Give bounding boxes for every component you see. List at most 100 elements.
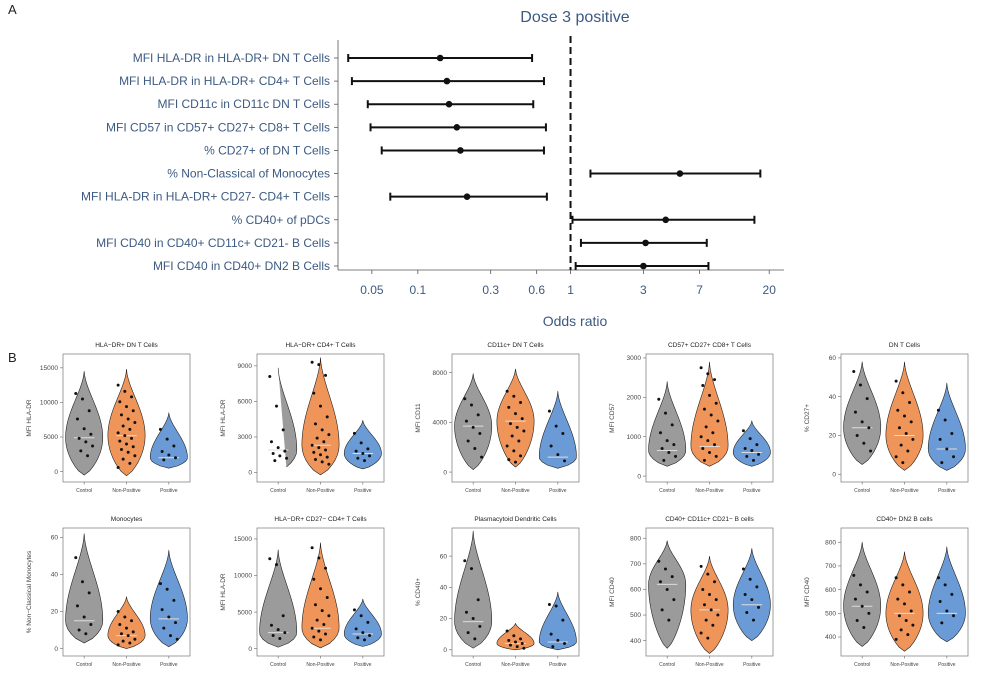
violin-data-point <box>699 435 703 439</box>
violin-data-point <box>699 366 703 370</box>
violin-data-point <box>268 375 272 379</box>
violin-data-point <box>116 383 120 387</box>
violin-data-point <box>903 602 906 606</box>
violin-data-point <box>894 637 898 641</box>
violin-category-label: Positive <box>938 488 956 494</box>
violin-data-point <box>463 559 467 563</box>
violin-y-axis-label: MFI HLA-DR <box>220 573 227 611</box>
violin-data-point <box>368 454 372 458</box>
violin-y-axis-label: MFI CD11 <box>415 403 422 433</box>
violin-non-positive <box>690 361 729 467</box>
violin-data-point <box>75 417 79 421</box>
violin-data-point <box>123 389 127 393</box>
violin-data-point <box>706 636 710 640</box>
violin-data-point <box>273 459 277 463</box>
violin-data-point <box>549 632 553 636</box>
violin-category-label: Positive <box>938 662 956 668</box>
violin-data-point <box>169 634 173 638</box>
violin-data-point <box>940 461 944 465</box>
violin-data-point <box>361 452 365 456</box>
violin-data-point <box>319 638 322 642</box>
violin-y-tick-label: 0 <box>832 471 836 478</box>
violin-data-point <box>706 572 710 576</box>
violin-data-point <box>119 447 123 451</box>
violin-data-point <box>563 642 567 646</box>
violin-y-tick-label: 15000 <box>40 365 58 372</box>
violin-data-point <box>709 608 713 612</box>
violin-panel: CD11c+ DN T Cells 0 4000 8000 MFI CD11 Contro… <box>415 342 580 494</box>
violin-panel: Monocytes 0 20 40 60 % Non−Classical Monocyte… <box>26 516 191 668</box>
forest-row: % CD40+ of pDCs <box>232 213 756 227</box>
violin-data-point <box>701 447 705 451</box>
violin-data-point <box>714 454 718 458</box>
violin-data-point <box>869 449 873 453</box>
violin-data-point <box>520 417 524 421</box>
violin-data-point <box>853 597 857 601</box>
violin-y-axis-label: MFI HLA-DR <box>220 399 227 437</box>
violin-data-point <box>325 455 329 459</box>
violin-data-point <box>522 646 526 650</box>
violin-data-point <box>708 450 711 454</box>
forest-row-label: MFI CD40 in CD40+ CD11c+ CD21- B Cells <box>96 236 330 250</box>
violin-panel: CD40+ DN2 B cells 400 500 600 700 800 MFI CD40… <box>804 516 969 668</box>
violin-non-positive <box>301 542 340 649</box>
violin-data-point <box>741 429 745 433</box>
violin-data-point <box>315 618 319 622</box>
violin-data-point <box>519 400 523 404</box>
violin-y-tick-label: 5000 <box>238 609 253 616</box>
violin-y-tick-label: 10000 <box>234 573 252 580</box>
violin-data-point <box>514 460 517 464</box>
violin-data-point <box>285 456 289 460</box>
violin-control <box>259 549 298 648</box>
violin-data-point <box>165 437 169 441</box>
violin-data-point <box>936 576 940 580</box>
violin-data-point <box>366 620 370 624</box>
violin-data-point <box>130 436 134 440</box>
violin-data-point <box>469 403 473 407</box>
violin-data-point <box>702 407 706 411</box>
violin-panel-title: CD40+ DN2 B cells <box>876 516 933 523</box>
violin-data-point <box>938 437 942 441</box>
violin-data-point <box>663 567 667 571</box>
violin-data-point <box>748 577 752 581</box>
violin-data-point <box>352 431 356 435</box>
violin-data-point <box>752 618 756 622</box>
violin-data-point <box>952 614 956 618</box>
violin-data-point <box>950 432 954 436</box>
violin-data-point <box>755 443 759 447</box>
violin-data-point <box>714 401 718 405</box>
violin-y-tick-label: 8000 <box>433 370 448 377</box>
violin-data-point <box>133 637 137 641</box>
violin-data-point <box>312 391 316 395</box>
violin-positive <box>149 549 188 648</box>
violin-data-point <box>894 379 898 383</box>
violin-data-point <box>903 414 906 418</box>
violin-data-point <box>359 614 363 618</box>
violin-panel-title: HLA−DR+ CD27− CD4+ T Cells <box>274 516 367 523</box>
violin-data-point <box>276 628 280 632</box>
violin-data-point <box>278 454 282 458</box>
violin-data-point <box>312 450 316 454</box>
violin-panel-title: DN T Cells <box>889 342 921 349</box>
violin-data-point <box>514 640 517 644</box>
violin-data-point <box>855 618 859 622</box>
violin-data-point <box>119 632 123 636</box>
forest-row-label: MFI HLA-DR in HLA-DR+ CD4+ T Cells <box>119 74 330 88</box>
violin-data-point <box>131 630 135 634</box>
violin-data-point <box>702 603 706 607</box>
violin-data-point <box>121 424 125 428</box>
violin-data-point <box>317 363 321 367</box>
violin-data-point <box>281 428 285 432</box>
violin-panel-title: HLA−DR+ DN T Cells <box>95 342 158 349</box>
violin-data-point <box>860 604 864 608</box>
violin-data-point <box>660 608 664 612</box>
forest-xlabel: Odds ratio <box>543 313 608 329</box>
violin-y-tick-label: 2000 <box>627 395 642 402</box>
violin-data-point <box>125 442 128 446</box>
violin-y-tick-label: 0 <box>443 647 447 654</box>
violin-non-positive <box>107 369 146 477</box>
forest-estimate-point <box>640 262 647 270</box>
violin-data-point <box>320 609 324 613</box>
violin-data-point <box>87 409 91 413</box>
violin-data-point <box>160 608 164 612</box>
